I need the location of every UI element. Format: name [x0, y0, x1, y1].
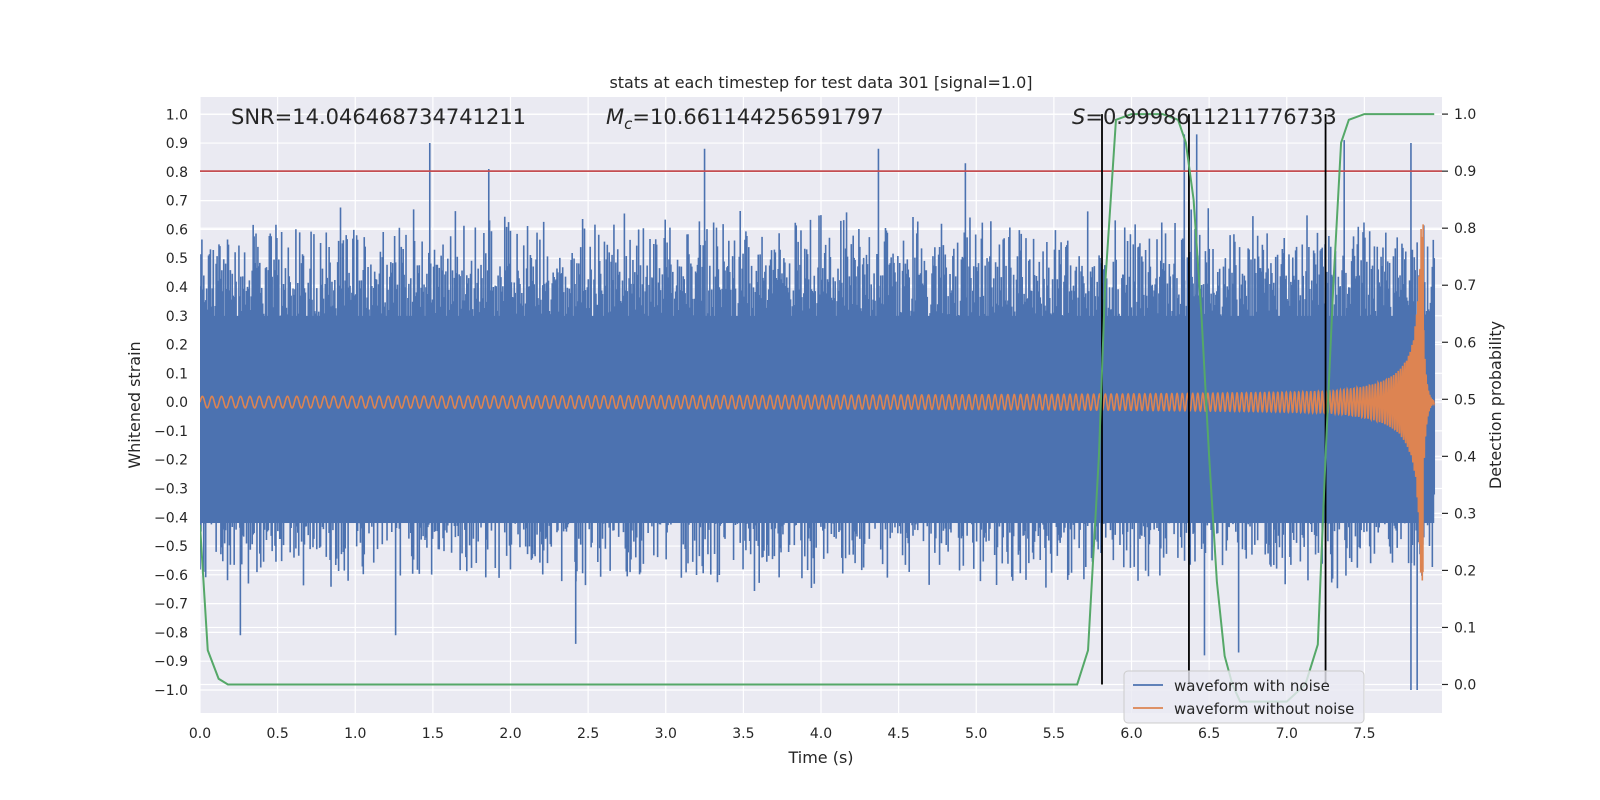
y-tick-label-left: −0.7 [154, 597, 188, 613]
x-tick-label: 5.5 [1043, 726, 1065, 742]
y-tick-label-left: −0.8 [154, 625, 188, 641]
x-tick-label: 6.5 [1198, 726, 1220, 742]
y-axis-right-label: Detection probability [1486, 321, 1505, 489]
vertical-markers [1101, 114, 1327, 685]
y-tick-label-left: 0.2 [166, 338, 188, 354]
y-tick-label-right: 0.9 [1454, 164, 1476, 180]
series-waveform-with-noise [200, 134, 1436, 690]
y-tick-label-left: −1.0 [154, 683, 188, 699]
x-tick-label: 0.0 [189, 726, 211, 742]
y-tick-label-right: 1.0 [1454, 107, 1476, 123]
plot-content [200, 113, 1442, 703]
x-tick-label: 3.5 [732, 726, 754, 742]
legend-box [1123, 670, 1365, 724]
x-tick-label: 1.0 [344, 726, 366, 742]
y-tick-label-right: 0.1 [1454, 620, 1476, 636]
y-tick-label-left: −0.5 [154, 539, 188, 555]
y-axis-left-ticks: 1.0 0.9 0.8 0.7 0.6 0.5 0.4 0.3 0.2 0.1 0.0 −0.1 −0.… [154, 107, 188, 699]
x-tick-label: 2.0 [499, 726, 521, 742]
y-tick-label-right: 0.2 [1454, 563, 1476, 579]
y-tick-label-right: 0.4 [1454, 449, 1476, 465]
mc-subscript: c [624, 115, 633, 133]
y-tick-label-left: 0.0 [166, 395, 188, 411]
x-axis-label: Time (s) [787, 748, 853, 767]
s-symbol: S [1072, 105, 1085, 129]
y-tick-label-left: 0.3 [166, 309, 188, 325]
y-tick-label-left: −0.2 [154, 453, 188, 469]
y-tick-label-right: 0.3 [1454, 506, 1476, 522]
y-tick-label-left: 0.7 [166, 194, 188, 210]
y-tick-label-left: 0.4 [166, 280, 188, 296]
x-tick-label: 7.5 [1353, 726, 1375, 742]
y-tick-label-left: −0.6 [154, 568, 188, 584]
y-tick-label-left: 0.1 [166, 366, 188, 382]
noise-core-band [200, 315, 1435, 524]
chart-title: stats at each timestep for test data 301… [609, 73, 1032, 92]
x-tick-label: 7.0 [1276, 726, 1298, 742]
y-axis-left-label: Whitened strain [125, 341, 144, 468]
x-tick-label: 1.5 [422, 726, 444, 742]
y-tick-label-right: 0.0 [1454, 677, 1476, 693]
y-tick-label-right: 0.6 [1454, 335, 1476, 351]
x-tick-label: 6.0 [1120, 726, 1142, 742]
x-tick-label: 2.5 [577, 726, 599, 742]
x-tick-label: 0.5 [266, 726, 288, 742]
y-tick-label-left: 0.5 [166, 251, 188, 267]
y-tick-label-left: −0.9 [154, 654, 188, 670]
y-tick-label-left: 0.8 [166, 165, 188, 181]
s-annotation: S=0.9998611211776733 [1072, 105, 1337, 129]
x-tick-label: 5.0 [965, 726, 987, 742]
x-axis-ticks: 0.0 0.5 1.0 1.5 2.0 2.5 3.0 3.5 4.0 4.5 5.0 5.5 6.0 6… [189, 726, 1376, 742]
y-tick-label-left: 0.9 [166, 136, 188, 152]
series-waveform-without-noise [200, 224, 1436, 581]
y-tick-label-left: −0.1 [154, 424, 188, 440]
y-tick-label-left: 0.6 [166, 222, 188, 238]
y-tick-label-right: 0.7 [1454, 278, 1476, 294]
y-axis-right-ticks: 1.0 0.9 0.8 0.7 0.6 0.5 0.4 0.3 0.2 0.1 0.0 [1442, 107, 1476, 693]
x-tick-label: 4.0 [810, 726, 832, 742]
snr-annotation: SNR=14.046468734741211 [231, 105, 526, 129]
x-tick-label: 4.5 [887, 726, 909, 742]
chirp-waveform-path [200, 224, 1436, 581]
legend-label-clean: waveform without noise [1174, 700, 1354, 718]
y-tick-label-left: −0.4 [154, 510, 188, 526]
mc-value: =10.661144256591797 [632, 105, 883, 129]
s-value: =0.9998611211776733 [1085, 105, 1336, 129]
y-tick-label-left: −0.3 [154, 481, 188, 497]
mc-symbol: M [606, 105, 624, 129]
mc-annotation: Mc=10.661144256591797 [606, 105, 884, 133]
y-tick-label-right: 0.8 [1454, 221, 1476, 237]
y-tick-label-left: 1.0 [166, 107, 188, 123]
legend: waveform with noise waveform without noi… [1123, 670, 1365, 724]
legend-label-noise: waveform with noise [1174, 677, 1330, 695]
y-tick-label-right: 0.5 [1454, 392, 1476, 408]
x-tick-label: 3.0 [655, 726, 677, 742]
